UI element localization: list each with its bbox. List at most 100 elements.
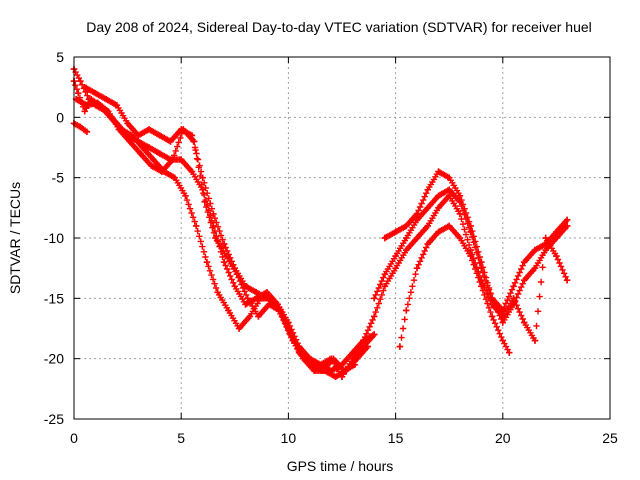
data-point	[246, 313, 254, 320]
data-point	[124, 120, 131, 127]
data-series	[70, 65, 571, 380]
data-point	[446, 174, 453, 181]
x-tick-label: 15	[388, 430, 404, 446]
data-point	[253, 289, 260, 296]
data-point	[171, 174, 178, 181]
data-point	[553, 252, 560, 260]
data-point	[263, 295, 271, 302]
data-point	[287, 331, 294, 338]
data-point	[370, 331, 378, 338]
data-point	[435, 192, 442, 199]
data-point	[424, 240, 431, 248]
data-point	[255, 313, 262, 320]
data-point	[105, 108, 112, 115]
data-point	[135, 132, 142, 139]
data-point	[233, 271, 241, 278]
data-point	[244, 295, 251, 302]
x-tick-label: 20	[495, 430, 511, 446]
data-point	[392, 228, 399, 236]
data-point	[506, 349, 513, 356]
data-point	[563, 222, 571, 230]
data-point	[403, 246, 410, 254]
y-tick-label: -25	[44, 411, 64, 427]
data-point	[553, 234, 560, 242]
grid	[74, 57, 610, 419]
data-point	[263, 289, 271, 296]
y-tick-label: 0	[56, 109, 64, 125]
data-point	[220, 258, 228, 266]
data-point	[403, 307, 410, 314]
data-point	[158, 168, 166, 175]
data-point	[330, 355, 337, 362]
data-point	[542, 234, 549, 242]
data-point	[308, 361, 316, 368]
data-point	[435, 168, 442, 175]
data-point	[521, 319, 528, 326]
data-point	[150, 156, 157, 163]
data-point	[392, 252, 399, 260]
data-point	[413, 234, 421, 242]
data-point	[145, 144, 153, 151]
data-point	[139, 144, 146, 151]
data-point	[563, 216, 571, 224]
data-point	[225, 307, 232, 314]
data-point	[424, 222, 431, 230]
data-point	[203, 258, 211, 266]
data-point	[531, 264, 539, 272]
x-tick-label: 10	[281, 430, 297, 446]
data-point	[499, 313, 506, 320]
series-track-4	[72, 96, 359, 374]
data-point	[456, 210, 464, 218]
data-point	[370, 313, 378, 320]
data-point	[370, 295, 378, 302]
data-point	[83, 102, 91, 109]
data-point	[235, 325, 243, 332]
data-point	[115, 126, 123, 133]
data-point	[242, 301, 249, 308]
data-point	[531, 337, 539, 344]
data-point	[403, 234, 410, 242]
data-point	[182, 192, 189, 199]
data-point	[467, 246, 474, 254]
data-point	[456, 198, 464, 205]
data-point	[446, 222, 453, 230]
data-point	[510, 283, 517, 290]
axis-ticks: 0 5 10 15 20 25 -25 -20 -15 -10 -5 0 5	[44, 49, 618, 446]
data-point	[178, 156, 185, 163]
data-point	[156, 150, 163, 157]
y-tick-label: -20	[44, 351, 64, 367]
y-tick-label: -15	[44, 290, 64, 306]
data-point	[360, 337, 367, 344]
data-point	[113, 102, 121, 109]
data-point	[298, 349, 305, 356]
data-point	[456, 234, 464, 242]
data-point	[102, 96, 110, 103]
data-point	[424, 186, 431, 193]
data-point	[188, 168, 196, 175]
data-point	[77, 123, 84, 131]
data-point	[381, 271, 389, 278]
data-point	[265, 301, 273, 308]
data-point	[510, 295, 517, 302]
data-point	[413, 216, 421, 224]
data-point	[212, 234, 219, 242]
data-point	[332, 373, 339, 380]
data-point	[563, 277, 571, 284]
data-point	[81, 83, 88, 91]
data-point	[180, 126, 187, 133]
data-point	[338, 373, 346, 380]
data-point	[145, 126, 153, 133]
data-point	[478, 264, 485, 272]
data-point	[83, 128, 91, 136]
data-point	[403, 222, 410, 230]
data-point	[156, 132, 163, 139]
data-point	[488, 313, 496, 320]
data-point	[351, 361, 359, 368]
data-point	[381, 234, 389, 242]
data-point	[392, 264, 399, 272]
data-point	[276, 307, 284, 314]
data-point	[81, 108, 88, 115]
data-point	[435, 228, 442, 236]
data-point	[167, 138, 174, 145]
